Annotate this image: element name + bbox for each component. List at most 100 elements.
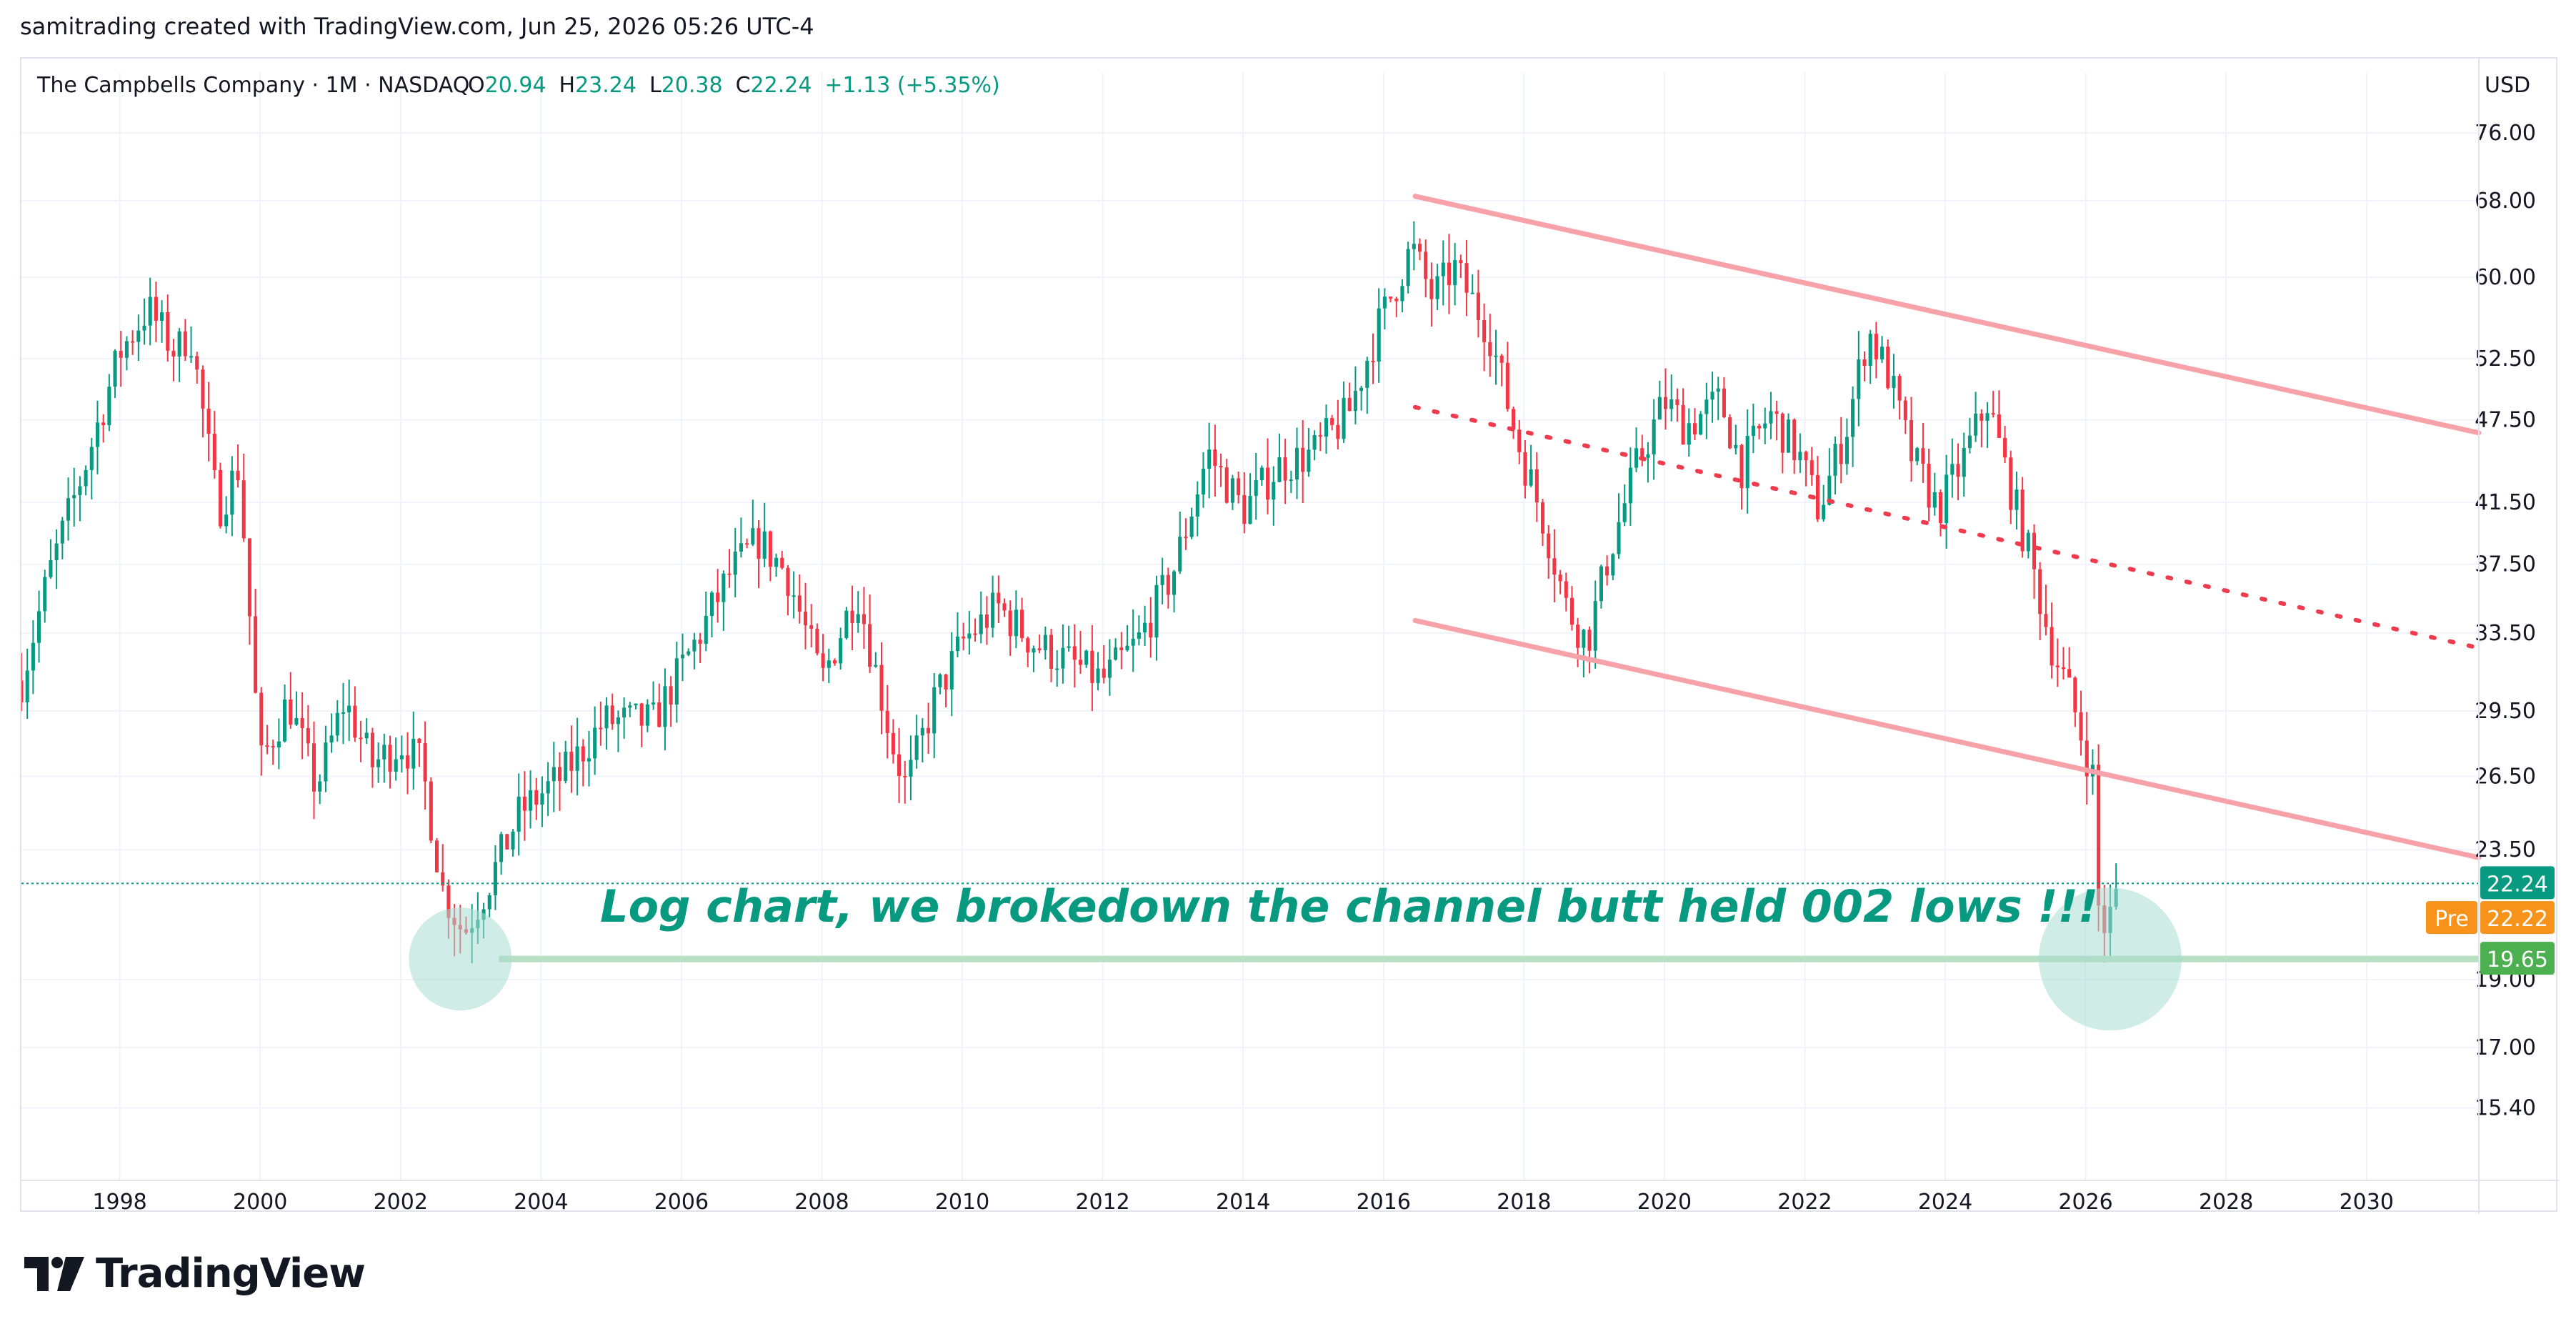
candle-body bbox=[1956, 464, 1960, 477]
candle-body bbox=[557, 767, 562, 782]
candle-body bbox=[645, 704, 649, 726]
candle-body bbox=[1318, 435, 1322, 437]
candle-body bbox=[586, 758, 591, 762]
candle-body bbox=[534, 790, 539, 805]
candle-body bbox=[903, 776, 907, 778]
candle-body bbox=[1137, 632, 1141, 639]
candle-body bbox=[1675, 399, 1679, 405]
candle-body bbox=[294, 717, 299, 725]
candle-body bbox=[1699, 414, 1703, 435]
candle-body bbox=[1804, 452, 1808, 461]
y-tick-label: 23.50 bbox=[2475, 837, 2536, 862]
annotation-text[interactable]: Log chart, we brokedown the channel butt… bbox=[600, 880, 2098, 932]
candle-body bbox=[727, 573, 732, 575]
candle-body bbox=[1154, 584, 1159, 638]
candle-body bbox=[984, 614, 989, 628]
candle-body bbox=[1435, 276, 1439, 299]
candle-body bbox=[2097, 765, 2101, 906]
candle-body bbox=[1640, 448, 1644, 458]
candle-body bbox=[1505, 362, 1509, 409]
candle-body bbox=[774, 557, 779, 567]
channel-midline-dotted[interactable] bbox=[1412, 404, 2481, 650]
candle-body bbox=[1540, 502, 1545, 534]
candle-body bbox=[160, 312, 164, 321]
candle-body bbox=[124, 341, 129, 358]
candle-body bbox=[1862, 359, 1867, 366]
candle-body bbox=[1669, 399, 1674, 409]
candle-body bbox=[37, 611, 41, 643]
symbol-title: The Campbells Company · 1M · NASDAQ bbox=[36, 73, 469, 98]
candle-body bbox=[997, 592, 1001, 604]
candle-body bbox=[1997, 414, 2001, 438]
candle-body bbox=[1406, 249, 1410, 287]
candle-body bbox=[1371, 360, 1375, 362]
candle-body bbox=[856, 614, 860, 624]
candle-body bbox=[1470, 292, 1474, 294]
candle-body bbox=[1412, 244, 1416, 249]
premarket-price-value: 22.22 bbox=[2487, 907, 2548, 932]
candle-body bbox=[283, 700, 287, 742]
candle-body bbox=[1903, 400, 1907, 420]
candle-body bbox=[944, 675, 948, 690]
candle-body bbox=[1763, 423, 1767, 429]
x-tick-label: 2012 bbox=[1075, 1190, 1129, 1213]
candle-body bbox=[792, 595, 796, 597]
candles bbox=[21, 221, 2118, 964]
candle-body bbox=[1107, 659, 1112, 678]
chart-frame[interactable]: Log chart, we brokedown the channel butt… bbox=[20, 57, 2559, 1213]
candle-body bbox=[271, 746, 275, 748]
candle-body bbox=[885, 710, 889, 733]
candle-body bbox=[1564, 581, 1568, 598]
candle-body bbox=[1324, 418, 1329, 437]
candle-body bbox=[967, 633, 972, 639]
candle-body bbox=[628, 705, 632, 708]
channel-upper-line[interactable] bbox=[1412, 194, 2482, 436]
candle-body bbox=[276, 741, 281, 748]
candle-body bbox=[622, 707, 626, 718]
candle-body bbox=[657, 702, 662, 727]
y-tick-label: 52.50 bbox=[2475, 347, 2536, 372]
x-tick-label: 2002 bbox=[374, 1190, 428, 1213]
candle-body bbox=[89, 447, 94, 470]
candle-body bbox=[920, 727, 924, 736]
candle-body bbox=[914, 735, 919, 760]
candle-body bbox=[1576, 624, 1580, 648]
price-chart[interactable]: Log chart, we brokedown the channel butt… bbox=[21, 59, 2559, 1213]
candle-body bbox=[1289, 479, 1293, 482]
y-tick-label: 33.50 bbox=[2475, 621, 2536, 646]
candle-body bbox=[1043, 634, 1047, 651]
candle-body bbox=[493, 862, 497, 895]
x-tick-label: 2022 bbox=[1777, 1190, 1832, 1213]
candle-body bbox=[2026, 532, 2030, 552]
candle-body bbox=[1774, 411, 1779, 414]
candle-body bbox=[1061, 647, 1065, 669]
tradingview-logo[interactable]: TradingView bbox=[24, 1250, 366, 1297]
candle-body bbox=[499, 834, 504, 862]
channel-lower-line[interactable] bbox=[1412, 617, 2482, 860]
candle-body bbox=[1055, 668, 1059, 670]
candle-body bbox=[131, 341, 135, 343]
ohlc-close-label: C bbox=[736, 73, 751, 98]
price-labels: 22.24 Pre 22.22 19.65 bbox=[2426, 866, 2555, 975]
candle-body bbox=[2073, 677, 2077, 712]
candle-body bbox=[674, 658, 679, 705]
candle-body bbox=[844, 610, 849, 639]
candle-body bbox=[1172, 571, 1177, 595]
candle-body bbox=[551, 767, 556, 782]
candle-body bbox=[1915, 448, 1919, 462]
candle-body bbox=[1429, 279, 1434, 299]
candle-body bbox=[359, 737, 363, 740]
ohlc-low-label: L bbox=[649, 73, 662, 98]
highlight-circle-2002-low[interactable] bbox=[409, 907, 512, 1011]
currency-label[interactable]: USD bbox=[2485, 73, 2530, 98]
candle-body bbox=[1745, 436, 1749, 489]
candle-body bbox=[171, 350, 176, 357]
candle-body bbox=[1822, 504, 1826, 519]
symbol-header[interactable]: The Campbells Company · 1M · NASDAQ O20.… bbox=[36, 73, 1000, 98]
highlight-circle-2026-low[interactable] bbox=[2039, 887, 2182, 1031]
candle-body bbox=[891, 732, 895, 755]
candle-body bbox=[680, 654, 685, 659]
candle-body bbox=[1301, 447, 1305, 472]
candle-body bbox=[353, 705, 357, 738]
